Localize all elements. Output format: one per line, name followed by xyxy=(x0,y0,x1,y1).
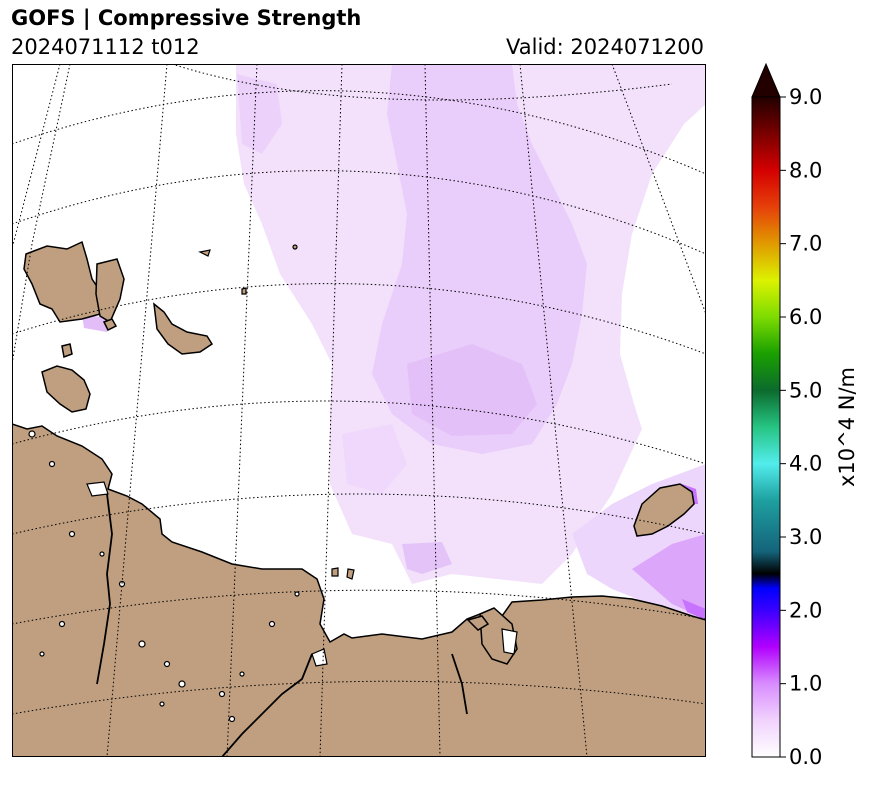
graticule-meridians xyxy=(12,64,706,757)
east-island xyxy=(633,483,695,537)
colorbar-tick-label: 1.0 xyxy=(789,672,822,696)
colorbar-tick-label: 7.0 xyxy=(789,232,822,256)
graticule-parallels xyxy=(12,64,706,715)
colorbar-tick-label: 6.0 xyxy=(789,305,822,329)
colorbar-tick-label: 0.0 xyxy=(789,745,822,769)
rivers xyxy=(96,493,468,757)
colorbar-tick-label: 2.0 xyxy=(789,598,822,622)
colorbar-extend-arrow xyxy=(751,62,781,98)
colorbar-ticks: 0.0 1.0 2.0 3.0 4.0 5.0 6.0 7.0 8.0 9.0 xyxy=(780,85,822,769)
inland-water-features xyxy=(28,430,518,723)
small-islets xyxy=(198,244,355,580)
land-masses xyxy=(12,240,706,757)
colorbar-gradient xyxy=(751,96,781,758)
colorbar-tick-label: 8.0 xyxy=(789,158,822,182)
colorbar-tick-label: 5.0 xyxy=(789,378,822,402)
map-canvas xyxy=(12,64,706,757)
map-frame xyxy=(12,64,706,757)
run-timestamp: 2024071112 t012 xyxy=(11,35,200,59)
colorbar: 0.0 1.0 2.0 3.0 4.0 5.0 6.0 7.0 8.0 9.0 x10^4 N/m xyxy=(740,60,869,781)
valid-timestamp: Valid: 2024071200 xyxy=(506,35,704,59)
chart-title: GOFS | Compressive Strength xyxy=(11,6,362,30)
mainland-coast xyxy=(12,423,706,757)
colorbar-tick-label: 9.0 xyxy=(789,85,822,109)
colorbar-tick-label: 3.0 xyxy=(789,525,822,549)
colorbar-label: x10^4 N/m xyxy=(835,367,859,487)
map-panel[interactable] xyxy=(12,64,706,757)
colorbar-tick-label: 4.0 xyxy=(789,452,822,476)
colorbar-svg: 0.0 1.0 2.0 3.0 4.0 5.0 6.0 7.0 8.0 9.0 x10^4 N/m xyxy=(751,62,859,769)
